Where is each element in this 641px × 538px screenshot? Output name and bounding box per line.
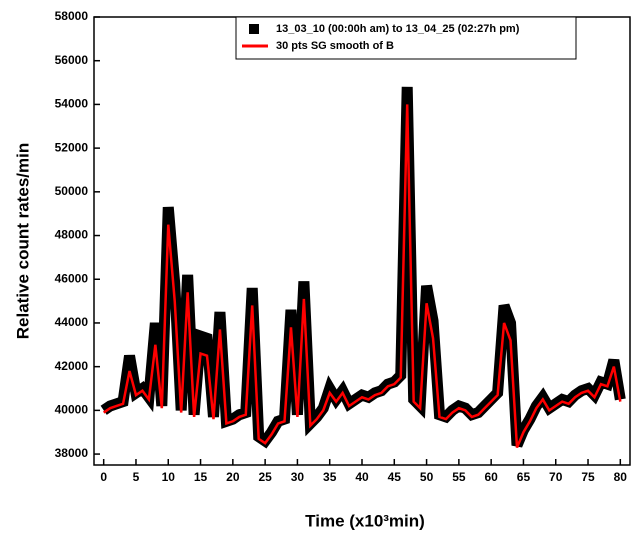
y-tick-label: 38000 <box>55 446 89 460</box>
y-tick-label: 44000 <box>55 315 89 329</box>
legend-label: 13_03_10 (00:00h am) to 13_04_25 (02:27h… <box>276 23 520 35</box>
x-tick-label: 10 <box>162 470 176 484</box>
x-tick-label: 30 <box>291 470 305 484</box>
y-tick-label: 48000 <box>55 228 89 242</box>
x-tick-label: 35 <box>323 470 337 484</box>
x-tick-label: 75 <box>581 470 595 484</box>
x-axis-title: Time (x10³min) <box>305 511 425 530</box>
y-axis-title: Relative count rates/min <box>13 143 32 340</box>
y-tick-label: 42000 <box>55 359 89 373</box>
x-tick-label: 40 <box>355 470 369 484</box>
legend-marker <box>249 24 259 34</box>
x-tick-label: 45 <box>388 470 402 484</box>
y-tick-label: 58000 <box>55 9 89 23</box>
x-tick-label: 20 <box>226 470 240 484</box>
y-tick-label: 56000 <box>55 53 89 67</box>
y-tick-label: 46000 <box>55 271 89 285</box>
x-tick-label: 15 <box>194 470 208 484</box>
x-tick-label: 65 <box>517 470 531 484</box>
x-tick-label: 70 <box>549 470 563 484</box>
y-tick-label: 40000 <box>55 403 89 417</box>
x-tick-label: 80 <box>614 470 628 484</box>
y-tick-label: 52000 <box>55 140 89 154</box>
legend-label: 30 pts SG smooth of B <box>276 40 394 52</box>
x-tick-label: 5 <box>133 470 140 484</box>
series-line <box>102 104 622 449</box>
x-tick-label: 60 <box>484 470 498 484</box>
x-tick-label: 50 <box>420 470 434 484</box>
y-tick-label: 50000 <box>55 184 89 198</box>
legend-box <box>235 16 577 60</box>
x-tick-label: 0 <box>100 470 107 484</box>
x-tick-label: 55 <box>452 470 466 484</box>
y-tick-label: 54000 <box>55 97 89 111</box>
x-tick-label: 25 <box>258 470 272 484</box>
